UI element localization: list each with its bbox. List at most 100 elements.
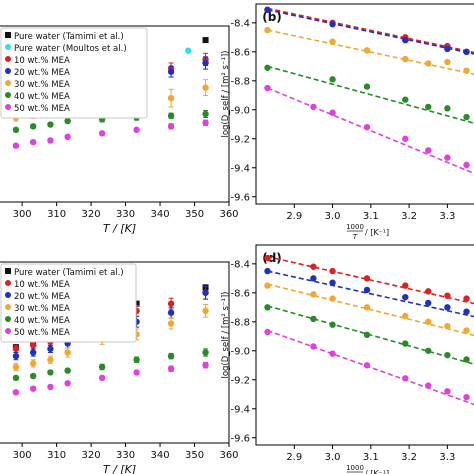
x-tick-label: 3.0 bbox=[325, 211, 341, 222]
data-point bbox=[98, 363, 106, 371]
data-point bbox=[29, 138, 37, 146]
data-point bbox=[64, 367, 71, 374]
data-point bbox=[202, 307, 209, 315]
data-point bbox=[167, 365, 175, 372]
x-tick-label: 320 bbox=[82, 209, 101, 220]
legend-marker bbox=[5, 292, 11, 298]
legend-entry: 30 wt.% MEA bbox=[14, 80, 70, 90]
data-point bbox=[329, 321, 336, 328]
data-point bbox=[425, 347, 432, 354]
legend-entry: 40 wt.% MEA bbox=[14, 92, 70, 102]
legend-entry: Pure water (Tamimi et al.) bbox=[14, 268, 124, 278]
data-point bbox=[202, 119, 209, 127]
y-tick-label: -8.4 bbox=[230, 18, 250, 29]
data-point bbox=[363, 331, 371, 339]
data-point bbox=[64, 133, 71, 141]
legend-marker bbox=[5, 304, 11, 310]
panel-d: 2.9 3.0 3.1 3.2 3.3 -8.4 -8.6 -8.8 -9.0 -9.2 -9.4 -… bbox=[221, 244, 474, 474]
y-tick-label: -9.0 bbox=[230, 105, 250, 116]
data-point bbox=[167, 309, 175, 316]
panel-label: (b) bbox=[262, 10, 282, 24]
x-tick-label: 310 bbox=[47, 450, 66, 461]
data-point bbox=[264, 267, 271, 275]
data-point bbox=[264, 282, 271, 289]
fit-line-0 bbox=[267, 255, 474, 305]
y-tick-label: -9.4 bbox=[230, 404, 250, 415]
data-point bbox=[329, 38, 336, 45]
legend-marker bbox=[5, 68, 11, 74]
data-point bbox=[167, 300, 175, 307]
legend-entry: 20 wt.% MEA bbox=[14, 292, 70, 302]
legend-entry: 10 wt.% MEA bbox=[14, 56, 70, 66]
data-point bbox=[202, 84, 209, 91]
data-point bbox=[310, 315, 317, 323]
x-tick-label: 3.1 bbox=[363, 452, 379, 463]
data-point bbox=[463, 356, 470, 363]
x-tick-label: 310 bbox=[47, 209, 66, 220]
y-tick-label: -8.8 bbox=[230, 76, 250, 87]
data-point bbox=[47, 345, 54, 353]
data-point bbox=[463, 327, 470, 334]
y-tick-label: -9.6 bbox=[230, 192, 250, 203]
fit-line-4 bbox=[267, 329, 474, 406]
x-tick-label: 320 bbox=[82, 450, 101, 461]
data-point bbox=[402, 37, 409, 44]
fit-line-2 bbox=[267, 283, 474, 337]
legend-entry: Pure water (Tamimi et al.) bbox=[14, 32, 124, 42]
fit-line-1 bbox=[267, 270, 474, 318]
data-point bbox=[310, 263, 317, 270]
y-tick-label: -9.2 bbox=[230, 375, 250, 386]
panel-b: 2.9 3.0 3.1 3.2 3.3 -8.4 -8.6 -8.8 -9.0 -9.2 -9.4 -… bbox=[221, 3, 474, 241]
data-point bbox=[444, 45, 451, 53]
x-tick-label: 3.3 bbox=[439, 452, 455, 463]
x-tick-label: 3.3 bbox=[439, 211, 455, 222]
data-point bbox=[12, 352, 20, 360]
data-point bbox=[402, 135, 409, 142]
data-point bbox=[463, 308, 470, 315]
data-point bbox=[329, 267, 336, 275]
x-tick-label: 340 bbox=[150, 209, 169, 220]
x-tick-label: 3.0 bbox=[325, 452, 341, 463]
data-point bbox=[167, 94, 175, 102]
data-point bbox=[463, 113, 470, 121]
data-point bbox=[425, 60, 432, 67]
fit-line-2 bbox=[267, 29, 474, 75]
data-point bbox=[402, 96, 409, 103]
data-point bbox=[425, 299, 432, 307]
data-point bbox=[202, 361, 209, 369]
x-tick-label: 2.9 bbox=[286, 211, 302, 222]
data-point-square bbox=[133, 300, 140, 307]
x-tick-label: 330 bbox=[116, 209, 135, 220]
x-axis-label-numerator: 1000 bbox=[346, 464, 364, 472]
data-point bbox=[167, 123, 175, 130]
data-point bbox=[98, 374, 106, 382]
legend-marker bbox=[5, 44, 11, 50]
data-point bbox=[202, 110, 209, 118]
data-point bbox=[444, 154, 451, 161]
data-point bbox=[425, 103, 432, 111]
data-point bbox=[402, 340, 409, 347]
data-point bbox=[64, 117, 71, 125]
legend-entry: Pure water (Moultos et al.) bbox=[14, 44, 127, 54]
data-point bbox=[47, 369, 54, 376]
legend-entry: 10 wt.% MEA bbox=[14, 280, 70, 290]
data-point bbox=[329, 76, 336, 83]
legend-marker bbox=[5, 80, 11, 86]
y-tick-label: -9.6 bbox=[230, 433, 250, 444]
data-point bbox=[329, 350, 336, 357]
data-point bbox=[363, 304, 371, 311]
data-point bbox=[402, 55, 409, 63]
data-point bbox=[167, 320, 175, 327]
data-point bbox=[133, 126, 140, 134]
y-tick-label: -8.6 bbox=[230, 47, 250, 58]
data-point bbox=[29, 372, 37, 380]
legend-box bbox=[0, 27, 148, 119]
panel-c: 300 310 320 330 340 350 360 T / [K] Pure water (… bbox=[0, 261, 239, 474]
data-point bbox=[264, 64, 271, 71]
legend-entry: 30 wt.% MEA bbox=[14, 304, 70, 314]
plot-area bbox=[264, 254, 474, 406]
plot-frame bbox=[255, 244, 474, 446]
data-point bbox=[402, 312, 409, 320]
x-tick-label: 3.2 bbox=[401, 211, 417, 222]
